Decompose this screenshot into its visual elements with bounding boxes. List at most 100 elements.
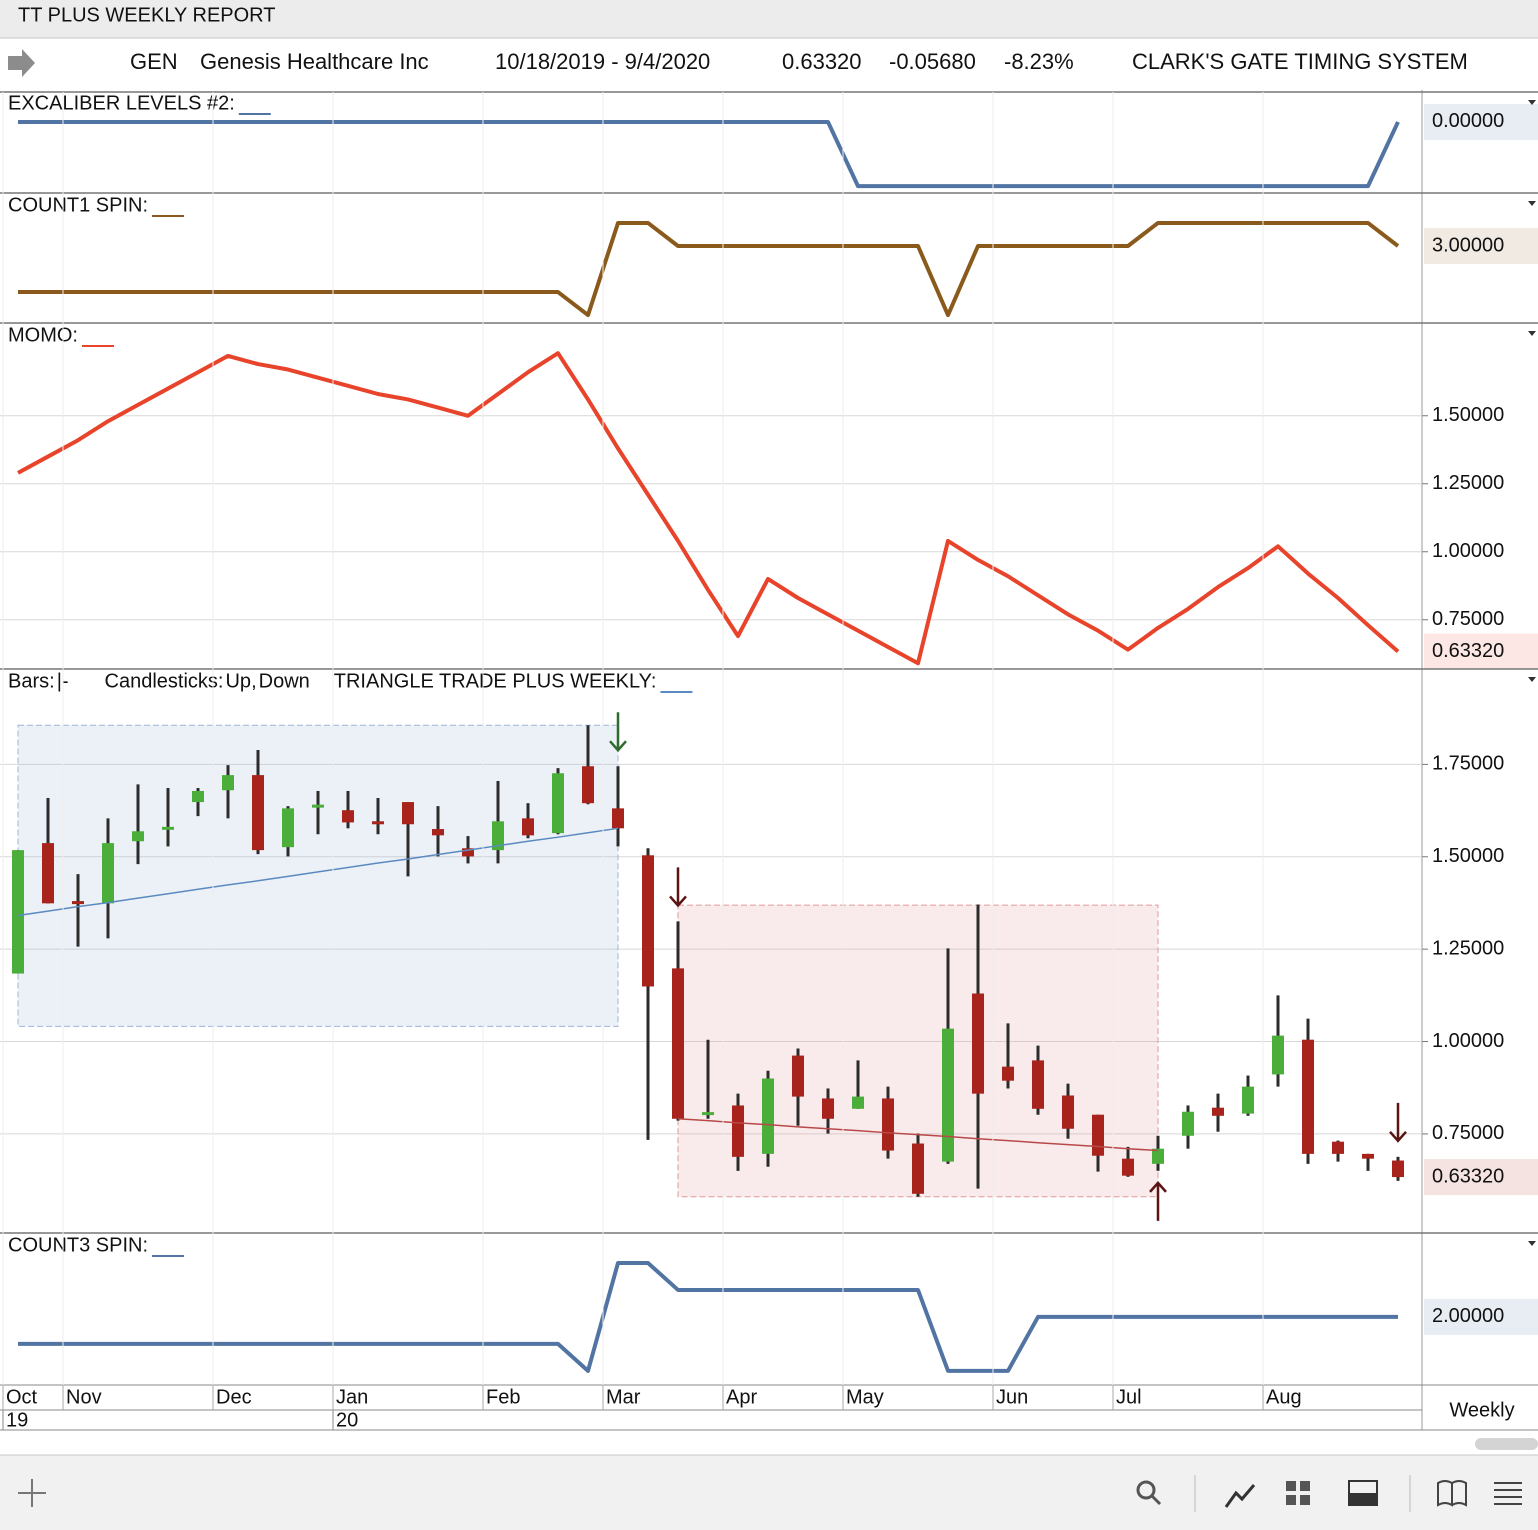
period-label[interactable]: Weekly	[1449, 1399, 1514, 1421]
y-tick-label: 1.25000	[1432, 472, 1504, 494]
candle-body	[252, 775, 264, 851]
title-bar	[0, 0, 1538, 38]
y-tick-label: 1.50000	[1432, 404, 1504, 426]
candle-body	[1182, 1111, 1194, 1136]
candle-body	[342, 810, 354, 823]
candle-body	[1032, 1060, 1044, 1109]
candle-body	[312, 804, 324, 808]
panel-menu[interactable]	[1528, 100, 1536, 105]
signal-arrow	[609, 712, 627, 753]
price-change: -0.05680	[889, 49, 976, 74]
current-value-label: 0.63320	[1432, 640, 1504, 662]
panel-menu[interactable]	[1528, 1241, 1536, 1246]
y-tick-label: 1.25000	[1432, 937, 1504, 959]
candle-body	[942, 1028, 954, 1162]
y-tick-label: 1.00000	[1432, 540, 1504, 562]
y-tick-label: 0.75000	[1432, 1122, 1504, 1144]
candle-body	[1092, 1114, 1104, 1156]
x-tick-label: Mar	[606, 1386, 641, 1408]
current-value-box	[1424, 1298, 1538, 1335]
candle-body	[642, 855, 654, 987]
add-button[interactable]	[18, 1479, 46, 1507]
chart-button[interactable]	[1224, 1484, 1256, 1508]
panel-menu[interactable]	[1528, 201, 1536, 206]
system-name: CLARK'S GATE TIMING SYSTEM	[1132, 49, 1468, 74]
nav-arrow[interactable]	[8, 49, 35, 77]
layout-button[interactable]	[1286, 1481, 1310, 1505]
candle-body	[762, 1078, 774, 1154]
indicator-line	[17, 351, 1400, 666]
candle-body	[1122, 1158, 1134, 1176]
panel-title: COUNT1 SPIN:	[8, 194, 148, 216]
panel-menu[interactable]	[1528, 677, 1536, 682]
candle-body	[132, 831, 144, 842]
x-tick-label: Feb	[486, 1386, 520, 1408]
candle-body	[1392, 1160, 1404, 1178]
panel-menu[interactable]	[1528, 331, 1536, 336]
candle-body	[72, 901, 84, 905]
signal-arrow	[1389, 1102, 1407, 1143]
x-tick-label: Nov	[66, 1386, 102, 1408]
year-label: 20	[336, 1409, 358, 1431]
signal-arrow	[1149, 1180, 1167, 1221]
legend-text: TRIANGLE TRADE PLUS WEEKLY:	[334, 670, 657, 692]
candle-body	[42, 843, 54, 904]
legend-text: Down	[259, 670, 310, 692]
candle-body	[702, 1112, 714, 1116]
year-label: 19	[6, 1409, 28, 1431]
candle-body	[912, 1143, 924, 1194]
indicator-line	[18, 1260, 1398, 1373]
panel-title: COUNT3 SPIN:	[8, 1234, 148, 1256]
trend-line	[677, 1118, 1159, 1152]
candle-body	[972, 993, 984, 1094]
candle-body	[462, 848, 474, 857]
candle-body	[402, 802, 414, 825]
x-tick-label: Oct	[6, 1386, 38, 1408]
legend-text: Candlesticks:	[105, 670, 224, 692]
trend-line	[17, 827, 619, 917]
current-value-label: 2.00000	[1432, 1305, 1504, 1327]
book-button[interactable]	[1437, 1480, 1467, 1507]
panel-title: MOMO:	[8, 324, 78, 346]
y-tick-label: 1.75000	[1432, 753, 1504, 775]
candle-body	[1062, 1095, 1074, 1129]
x-tick-label: May	[846, 1386, 884, 1408]
candle-body	[822, 1098, 834, 1119]
candle-body	[552, 773, 564, 834]
current-value-label: 0.00000	[1432, 110, 1504, 132]
indicator-line	[18, 220, 1400, 318]
panel-title: EXCALIBER LEVELS #2:	[8, 92, 235, 114]
percent-change: -8.23%	[1004, 49, 1074, 74]
x-tick-label: Jan	[336, 1386, 368, 1408]
signal-arrow	[669, 867, 687, 908]
candle-body	[1152, 1148, 1164, 1164]
candle-body	[282, 808, 294, 848]
candle-body	[222, 775, 234, 791]
window-button[interactable]	[1348, 1480, 1378, 1506]
candle-body	[102, 843, 114, 904]
x-tick-label: Jun	[996, 1386, 1028, 1408]
legend-text: Bars:	[8, 670, 55, 692]
current-value-box	[1424, 1159, 1538, 1196]
window-title: TT PLUS WEEKLY REPORT	[18, 4, 275, 26]
candle-body	[1002, 1066, 1014, 1081]
current-value-box	[1424, 103, 1538, 140]
last-price: 0.63320	[782, 49, 862, 74]
candle-body	[1272, 1035, 1284, 1075]
x-tick-label: Aug	[1266, 1386, 1302, 1408]
candle-body	[1362, 1153, 1374, 1159]
legend-text: ,	[251, 670, 257, 692]
candle-body	[372, 821, 384, 825]
menu-button[interactable]	[1494, 1482, 1522, 1505]
candle-body	[492, 821, 504, 851]
candle-body	[732, 1105, 744, 1157]
y-tick-label: 1.50000	[1432, 845, 1504, 867]
scrollbar[interactable]	[1475, 1438, 1538, 1450]
date-range: 10/18/2019 - 9/4/2020	[495, 49, 710, 74]
current-value-box	[1424, 227, 1538, 264]
current-value-box	[1424, 633, 1538, 670]
candle-body	[1242, 1086, 1254, 1114]
search-button[interactable]	[1136, 1480, 1162, 1506]
